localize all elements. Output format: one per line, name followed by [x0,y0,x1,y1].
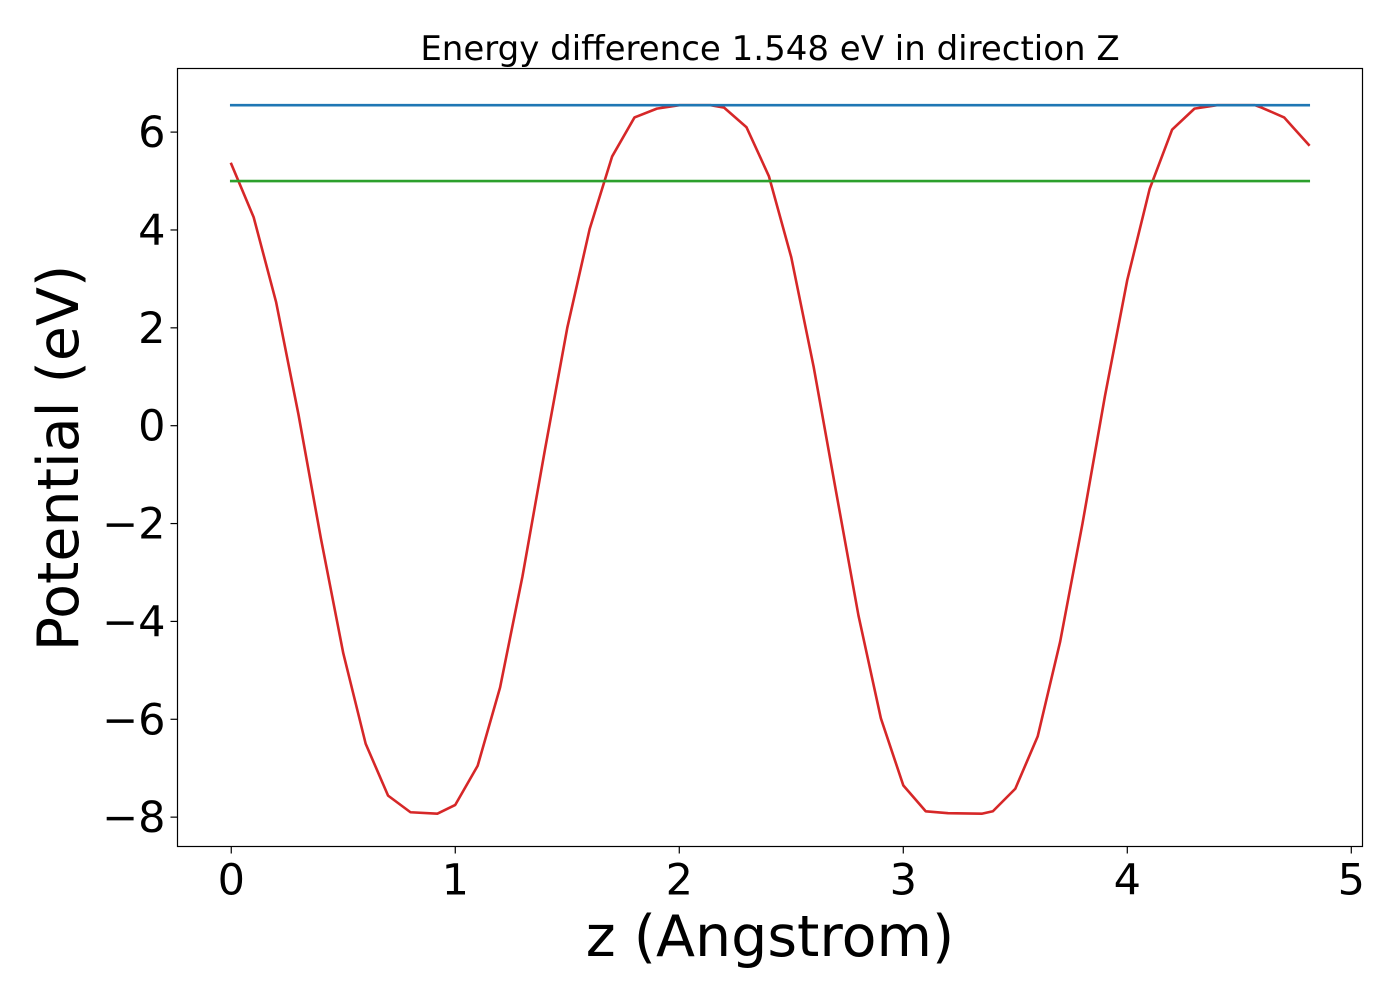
x-tick-label: 3 [890,856,917,906]
y-tick-label: 2 [138,304,165,354]
x-axis: 0 1 2 3 4 5 [218,846,1365,906]
y-axis-label: Potential (eV) [26,265,92,651]
y-tick-label: −6 [102,695,165,745]
x-tick-label: 2 [666,856,693,906]
y-axis: −8 −6 −4 −2 0 2 4 6 [102,108,178,843]
y-tick-label: −8 [102,793,165,843]
chart-title: Energy difference 1.548 eV in direction … [420,29,1119,69]
series-line-1 [229,103,1311,816]
plot-area [229,103,1311,816]
y-tick-label: 4 [138,206,165,256]
x-tick-label: 5 [1338,856,1365,906]
x-tick-label: 1 [442,856,469,906]
y-tick-label: 6 [138,108,165,158]
y-tick-label: −4 [102,597,165,647]
y-tick-label: 0 [138,402,165,452]
y-tick-label: −2 [102,500,165,550]
x-axis-label: z (Angstrom) [586,904,954,970]
x-tick-label: 0 [218,856,245,906]
x-tick-label: 4 [1114,856,1141,906]
plot-frame [176,67,1364,848]
